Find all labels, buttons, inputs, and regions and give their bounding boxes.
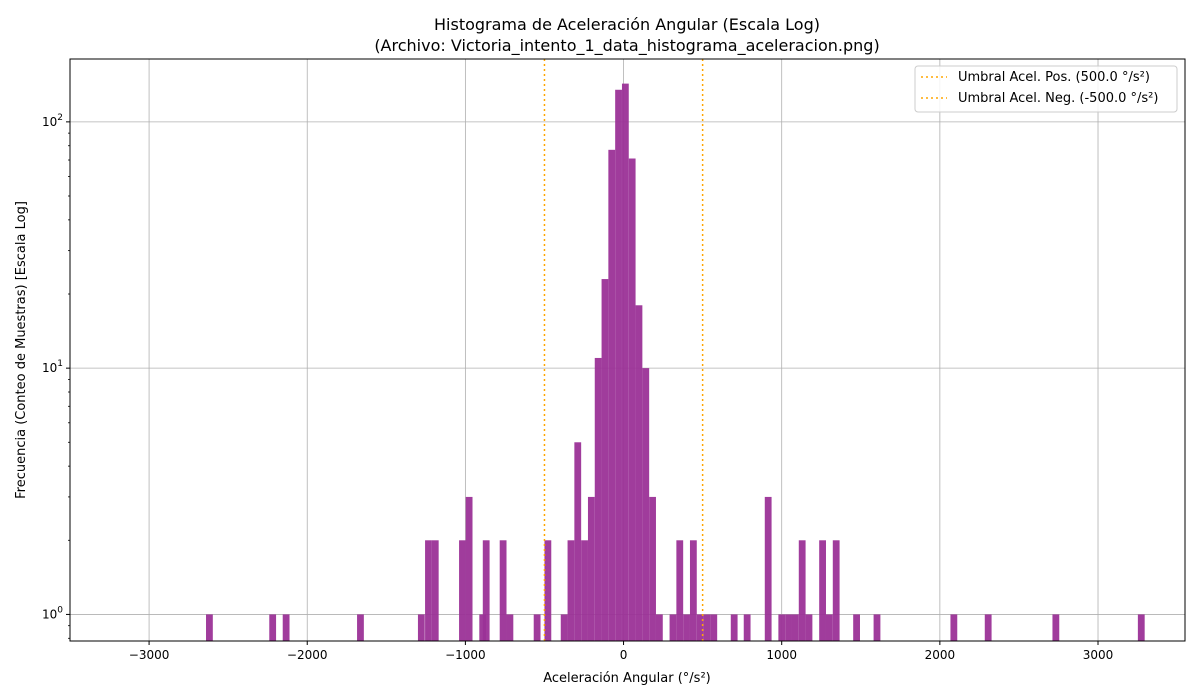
chart-subtitle: (Archivo: Victoria_intento_1_data_histog…: [374, 36, 879, 56]
histogram-bar: [642, 368, 650, 641]
x-tick-label: 0: [620, 648, 628, 662]
histogram-bar: [544, 540, 552, 641]
y-tick-label: 102: [42, 113, 63, 129]
x-axis-ticks: −3000 −2000 −1000 0 1000 2000 3000: [129, 641, 1114, 662]
y-tick-label: 101: [42, 359, 63, 375]
histogram-bar: [560, 614, 568, 641]
histogram-bar: [594, 357, 602, 641]
histogram-bar: [587, 496, 595, 641]
histogram-bar: [1052, 614, 1060, 641]
histogram-bar: [621, 83, 629, 642]
histogram-bar: [628, 158, 636, 642]
histogram-bar: [425, 540, 432, 641]
x-tick-label: −2000: [287, 648, 328, 662]
histogram-bar: [805, 614, 813, 641]
x-tick-label: −3000: [129, 648, 170, 662]
chart-title: Histograma de Aceleración Angular (Escal…: [434, 15, 820, 34]
histogram-bar: [669, 614, 677, 641]
histogram-bar: [417, 614, 425, 641]
histogram-bar: [581, 540, 588, 641]
plot-frame: [69, 58, 1186, 642]
threshold-lines: [543, 59, 704, 641]
histogram-bar: [431, 540, 439, 641]
histogram-bar: [689, 540, 697, 641]
legend-label: Umbral Acel. Pos. (500.0 °/s²): [958, 70, 1150, 85]
histogram-bar: [984, 614, 992, 641]
histogram-bar: [819, 540, 826, 641]
histogram-bar: [574, 442, 582, 641]
histogram-bar: [479, 614, 487, 641]
histogram-bar: [764, 496, 772, 641]
histogram-bar: [649, 496, 656, 641]
histogram-bar: [282, 614, 290, 641]
histogram-bar: [635, 305, 643, 641]
x-axis-title: Aceleración Angular (°/s²): [543, 671, 711, 686]
histogram-bar: [269, 614, 277, 641]
legend-box: [914, 65, 1178, 113]
x-tick-label: 1000: [766, 648, 797, 662]
histogram-bar: [533, 614, 541, 641]
histogram-bar: [950, 614, 958, 641]
x-tick-label: 2000: [925, 648, 956, 662]
histogram-bar: [506, 614, 514, 641]
histogram-bar: [459, 540, 466, 641]
histogram-bar: [615, 89, 622, 642]
histogram-bar: [567, 540, 575, 641]
histogram-bar: [206, 614, 213, 641]
histogram-bar: [798, 540, 806, 641]
histogram-bar: [683, 614, 690, 641]
x-tick-label: 3000: [1083, 648, 1114, 662]
histogram-bar: [825, 614, 833, 641]
histogram-bar: [482, 540, 490, 641]
histogram-bar: [357, 614, 364, 641]
histogram-bar: [1137, 614, 1145, 641]
histogram-bar: [832, 540, 840, 641]
x-tick-label: −1000: [445, 648, 486, 662]
histogram-bar: [853, 614, 860, 641]
histogram-bar: [873, 614, 881, 641]
histogram-bar: [785, 614, 792, 641]
histogram-bar: [499, 540, 507, 641]
y-axis-ticks: 100 101 102: [42, 113, 70, 639]
histogram-bar: [710, 614, 718, 641]
histogram-bar: [655, 614, 663, 641]
histogram-bar: [696, 614, 704, 641]
histogram-bar: [791, 614, 799, 641]
histogram-bar: [676, 540, 684, 641]
legend: Umbral Acel. Pos. (500.0 °/s²) Umbral Ace…: [914, 65, 1178, 113]
histogram-bars: [206, 83, 1145, 642]
histogram-bar: [601, 279, 609, 641]
histogram-bar: [778, 614, 786, 641]
legend-label: Umbral Acel. Neg. (-500.0 °/s²): [958, 91, 1158, 106]
histogram-bar: [743, 614, 751, 641]
histogram-bar: [703, 614, 711, 641]
histogram-bar: [730, 614, 738, 641]
histogram-bar: [608, 149, 616, 641]
y-axis-title: Frecuencia (Conteo de Muestras) [Escala …: [14, 201, 29, 499]
y-tick-label: 100: [42, 605, 63, 621]
histogram-bar: [465, 496, 473, 641]
